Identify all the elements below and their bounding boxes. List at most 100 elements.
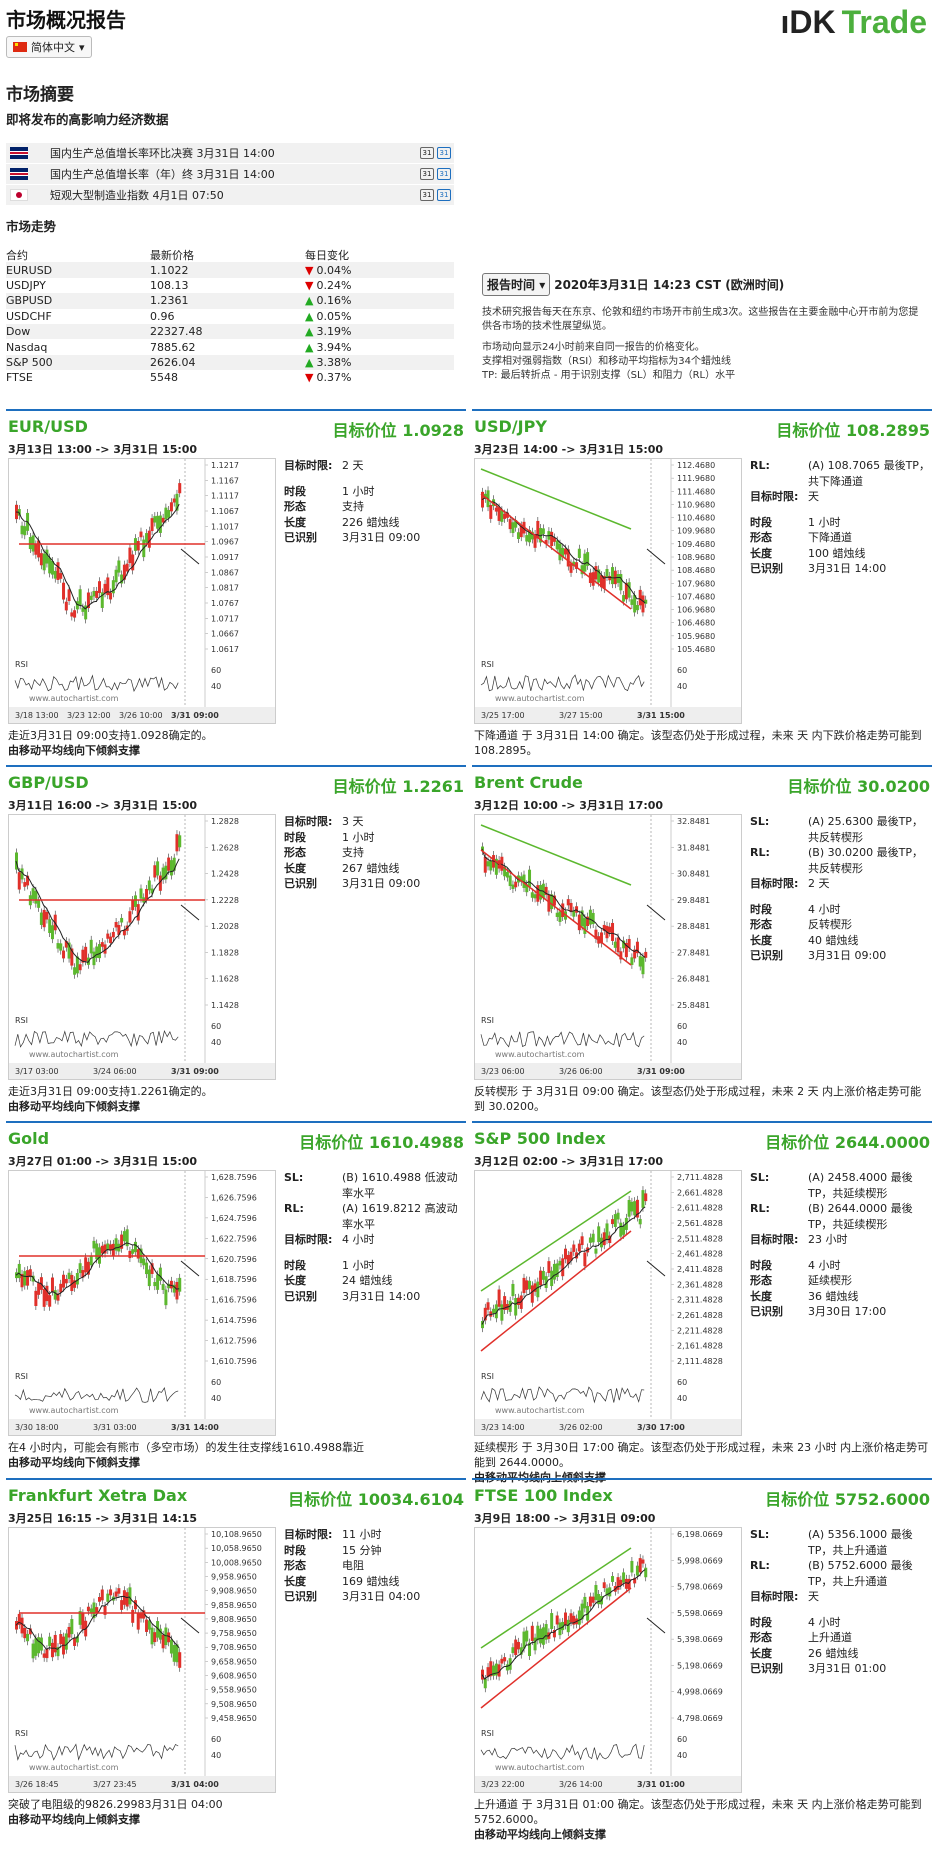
- event-text: 短观大型制造业指数 4月1日 07:50: [50, 189, 224, 202]
- instrument-name[interactable]: Brent Crude: [474, 773, 583, 792]
- instrument-name[interactable]: USD/JPY: [474, 417, 547, 436]
- info-key: RL:: [750, 459, 770, 472]
- info-key: 形态: [750, 1631, 772, 1644]
- info-row: 长度 40 蜡烛线: [750, 933, 930, 949]
- x-tick-label: 3/26 14:00: [559, 1780, 603, 1789]
- y-tick-label: 10,008.9650: [211, 1558, 262, 1567]
- calendar-add-icon[interactable]: 31: [437, 189, 451, 201]
- info-key: 目标时限:: [284, 1233, 333, 1246]
- y-tick-label: 30.8481: [677, 870, 710, 879]
- arrow-up-icon: ▲: [305, 340, 314, 354]
- y-tick-label: 9,808.9650: [211, 1615, 257, 1624]
- last-price: 108.13: [150, 278, 189, 292]
- y-tick-label: 1.2228: [211, 896, 239, 905]
- language-select[interactable]: 简体中文 ▾: [6, 36, 92, 58]
- x-tick-label: 3/26 18:45: [15, 1780, 59, 1789]
- info-value: (B) 2644.0000 最後TP，共延续楔形: [808, 1202, 913, 1231]
- info-row: 已识别 3月31日 04:00: [284, 1589, 464, 1605]
- y-tick-label: 9,708.9650: [211, 1643, 257, 1652]
- info-key: RL:: [284, 1202, 304, 1215]
- y-tick-label: 105.4680: [677, 645, 715, 654]
- y-tick-label: 9,508.9650: [211, 1700, 257, 1709]
- calendar-icon[interactable]: 31: [420, 168, 434, 180]
- price-chart[interactable]: 10,108.9650 10,058.9650 10,008.9650 9,958.9…: [8, 1527, 276, 1793]
- instrument-name[interactable]: S&P 500 Index: [474, 1129, 606, 1148]
- price-chart[interactable]: 1,628.7596 1,626.7596 1,624.7596 1,622.7596…: [8, 1170, 276, 1436]
- pattern-info: 目标时限: 3 天时段 1 小时 形态 支持 长度 267 蜡烛线 已识别 3月31日 09:0…: [284, 814, 464, 892]
- pattern-info: RL: (A) 108.7065 最後TP，共下降通道 目标时限: 天时段 1 小时 形态…: [750, 458, 930, 577]
- instrument-name[interactable]: EUR/USD: [8, 417, 88, 436]
- info-key: 时段: [750, 515, 772, 529]
- ma-note: 由移动平均线向上倾斜支撑: [474, 1471, 606, 1484]
- x-tick-label: 3/23 12:00: [67, 711, 111, 720]
- info-key: RL:: [750, 1559, 770, 1572]
- calendar-add-icon[interactable]: 31: [437, 147, 451, 159]
- info-key: 已识别: [284, 877, 317, 890]
- calendar-icon[interactable]: 31: [420, 189, 434, 201]
- daily-change: ▲ 0.16%: [305, 294, 454, 307]
- y-tick-label: 9,558.9650: [211, 1686, 257, 1695]
- x-tick-label: 3/31 01:00: [637, 1780, 685, 1789]
- y-tick-label: 5,598.0669: [677, 1609, 723, 1618]
- market-row: Dow 22327.48 ▲ 3.19%: [6, 323, 454, 340]
- price-chart[interactable]: 2,711.4828 2,661.4828 2,611.4828 2,561.4828…: [474, 1170, 742, 1436]
- info-value: 40 蜡烛线: [808, 933, 859, 947]
- ma-note: 由移动平均线向下倾斜支撑: [8, 1100, 140, 1113]
- info-key: 形态: [284, 500, 306, 513]
- y-tick-label: 1.1428: [211, 1001, 239, 1010]
- x-tick-label: 3/26 10:00: [119, 711, 163, 720]
- info-key: 时段: [284, 1543, 306, 1557]
- x-tick-label: 3/25 17:00: [481, 711, 525, 720]
- info-value: 226 蜡烛线: [342, 515, 400, 529]
- instrument-name[interactable]: Frankfurt Xetra Dax: [8, 1486, 188, 1505]
- chart-description: 下降通道 于 3月31日 14:00 确定。该型态仍处于形成过程，未来 天 内下…: [474, 729, 922, 757]
- y-tick-label: 9,758.9650: [211, 1629, 257, 1638]
- calendar-icon[interactable]: 31: [420, 147, 434, 159]
- info-value: 26 蜡烛线: [808, 1646, 859, 1660]
- uk-flag-icon: [10, 147, 28, 159]
- logo: ıDK Trade: [780, 4, 927, 40]
- info-row: 形态 支持: [284, 499, 464, 515]
- info-value: 3月31日 14:00: [808, 562, 887, 575]
- price-chart[interactable]: 6,198.0669 5,998.0669 5,798.0669 5,598.0669…: [474, 1527, 742, 1793]
- chart-description: 在4 小时内，可能会有熊市（多空市场）的发生往支撑线1610.4988靠近 由移动…: [8, 1440, 464, 1470]
- info-row: 已识别 3月31日 14:00: [284, 1289, 464, 1305]
- rsi-label: RSI: [481, 1016, 494, 1025]
- chart-card: GBP/USD 目标价位 1.2261 3月11日 16:00 -> 3月31日 1…: [6, 765, 466, 1115]
- y-tick-label: 2,511.4828: [677, 1234, 723, 1243]
- y-tick-label: 1.2028: [211, 922, 239, 931]
- calendar-add-icon[interactable]: 31: [437, 168, 451, 180]
- y-tick-label: 1.1117: [211, 492, 239, 501]
- report-time-button[interactable]: 报告时间 ▾: [482, 273, 551, 296]
- chart-svg: 10,108.9650 10,058.9650 10,008.9650 9,958.9…: [9, 1528, 275, 1792]
- rsi-label: RSI: [15, 1729, 28, 1738]
- y-tick-label: 1.1017: [211, 522, 239, 531]
- instrument-name[interactable]: FTSE 100 Index: [474, 1486, 613, 1505]
- chart-svg: 1,628.7596 1,626.7596 1,624.7596 1,622.7596…: [9, 1171, 275, 1435]
- chart-svg: 1.2828 1.2628 1.2428 1.2228 1.2028 1.1828 1.16…: [9, 815, 275, 1079]
- price-chart[interactable]: 112.4680 111.9680 111.4680 110.9680 110.4680…: [474, 458, 742, 724]
- y-tick-label: 1.0867: [211, 568, 239, 577]
- info-row: SL: (A) 25.6300 最後TP，共反转楔形: [750, 814, 930, 845]
- price-chart[interactable]: 32.8481 31.8481 30.8481 29.8481 28.8481 27.84…: [474, 814, 742, 1080]
- info-key: 长度: [750, 546, 772, 560]
- svg-text:60: 60: [677, 1022, 687, 1031]
- target-price: 目标价位 2644.0000: [765, 1133, 930, 1152]
- watermark: www.autochartist.com: [29, 1763, 119, 1772]
- uk-flag-icon: [10, 168, 28, 180]
- instrument-name[interactable]: GBP/USD: [8, 773, 89, 792]
- date-range: 3月12日 10:00 -> 3月31日 17:00: [474, 799, 664, 812]
- column-header: 最新价格: [150, 248, 194, 262]
- daily-change: ▼ 0.04%: [305, 264, 454, 277]
- instrument-name[interactable]: Gold: [8, 1129, 50, 1148]
- info-value: 11 小时: [342, 1528, 382, 1541]
- y-tick-label: 1.0917: [211, 553, 239, 562]
- info-row: 时段 4 小时: [750, 902, 930, 918]
- info-key: 目标时限:: [750, 1233, 799, 1246]
- price-chart[interactable]: 1.1217 1.1167 1.1117 1.1067 1.1017 1.0967 1.09…: [8, 458, 276, 724]
- price-chart[interactable]: 1.2828 1.2628 1.2428 1.2228 1.2028 1.1828 1.16…: [8, 814, 276, 1080]
- daily-change: ▼ 0.37%: [305, 371, 454, 384]
- rsi-label: RSI: [15, 660, 28, 669]
- svg-text:40: 40: [211, 682, 221, 691]
- events-list: 国内生产总值增长率环比决赛 3月31日 14:00 31 31 国内生产总值增长率（年…: [6, 143, 454, 206]
